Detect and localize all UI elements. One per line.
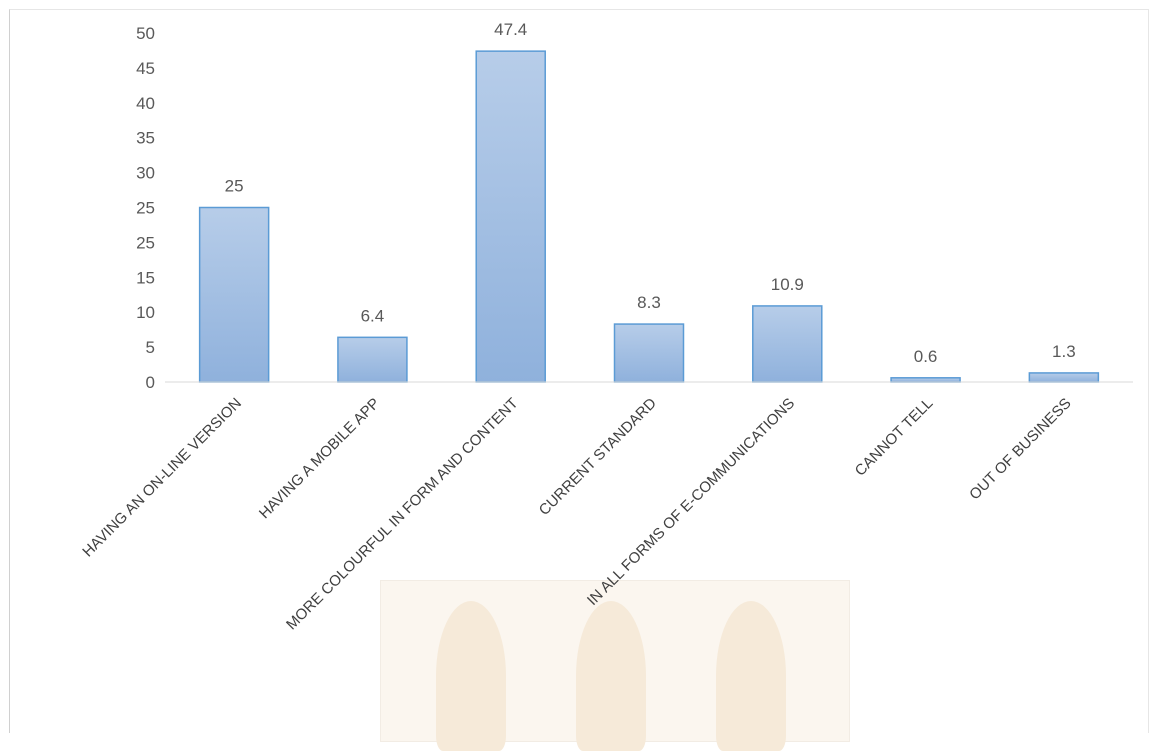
bar <box>752 305 823 383</box>
watermark-leaf-1 <box>436 601 506 751</box>
y-tick-label: 35 <box>136 129 155 148</box>
category-labels-group: HAVING AN ON-LINE VERSION HAVING A MOBILE… <box>79 395 1074 634</box>
bar <box>198 206 270 383</box>
y-tick-label: 25 <box>136 199 155 218</box>
bar <box>337 336 408 383</box>
y-tick-label: 45 <box>136 59 155 78</box>
bars-group <box>198 50 1100 383</box>
category-label: MORE COLOURFUL IN FORM AND CONTENT <box>283 395 522 634</box>
y-tick-label: 25 <box>136 233 155 252</box>
bar <box>475 50 546 383</box>
data-label: 1.3 <box>1052 342 1076 361</box>
data-label: 0.6 <box>914 347 938 366</box>
bar <box>890 377 961 383</box>
y-tick-label: 15 <box>136 268 155 287</box>
data-label: 47.4 <box>494 20 527 39</box>
category-label: OUT OF BUSINESS <box>966 395 1074 503</box>
category-label: CURRENT STANDARD <box>536 395 660 519</box>
watermark-leaf-2 <box>576 601 646 751</box>
bar-chart: 0 5 10 15 25 25 30 35 40 45 50 25 6.4 47.4 8.3 10.9 0.6… <box>79 20 1133 634</box>
data-label: 6.4 <box>361 306 385 325</box>
watermark-leaf-3 <box>716 601 786 751</box>
data-label: 25 <box>225 177 244 196</box>
y-tick-label: 0 <box>146 373 155 392</box>
bar <box>613 323 685 383</box>
figure-frame <box>9 9 1149 733</box>
y-tick-label: 40 <box>136 94 155 113</box>
watermark-emblem <box>380 580 850 751</box>
y-tick-label: 30 <box>136 164 155 183</box>
y-axis-ticks: 0 5 10 15 25 25 30 35 40 45 50 <box>136 24 155 392</box>
chart-root: 0 5 10 15 25 25 30 35 40 45 50 25 6.4 47.4 8.3 10.9 0.6… <box>9 9 1149 751</box>
y-tick-label: 5 <box>146 338 155 357</box>
y-tick-label: 10 <box>136 303 155 322</box>
y-tick-label: 50 <box>136 24 155 43</box>
data-label: 8.3 <box>637 293 661 312</box>
category-label: HAVING AN ON-LINE VERSION <box>79 395 245 561</box>
category-label: CANNOT TELL <box>852 395 937 480</box>
data-label: 10.9 <box>771 275 804 294</box>
bar <box>1028 372 1100 383</box>
data-labels-group: 25 6.4 47.4 8.3 10.9 0.6 1.3 <box>225 20 1076 366</box>
category-label: HAVING A MOBILE APP <box>256 395 383 522</box>
